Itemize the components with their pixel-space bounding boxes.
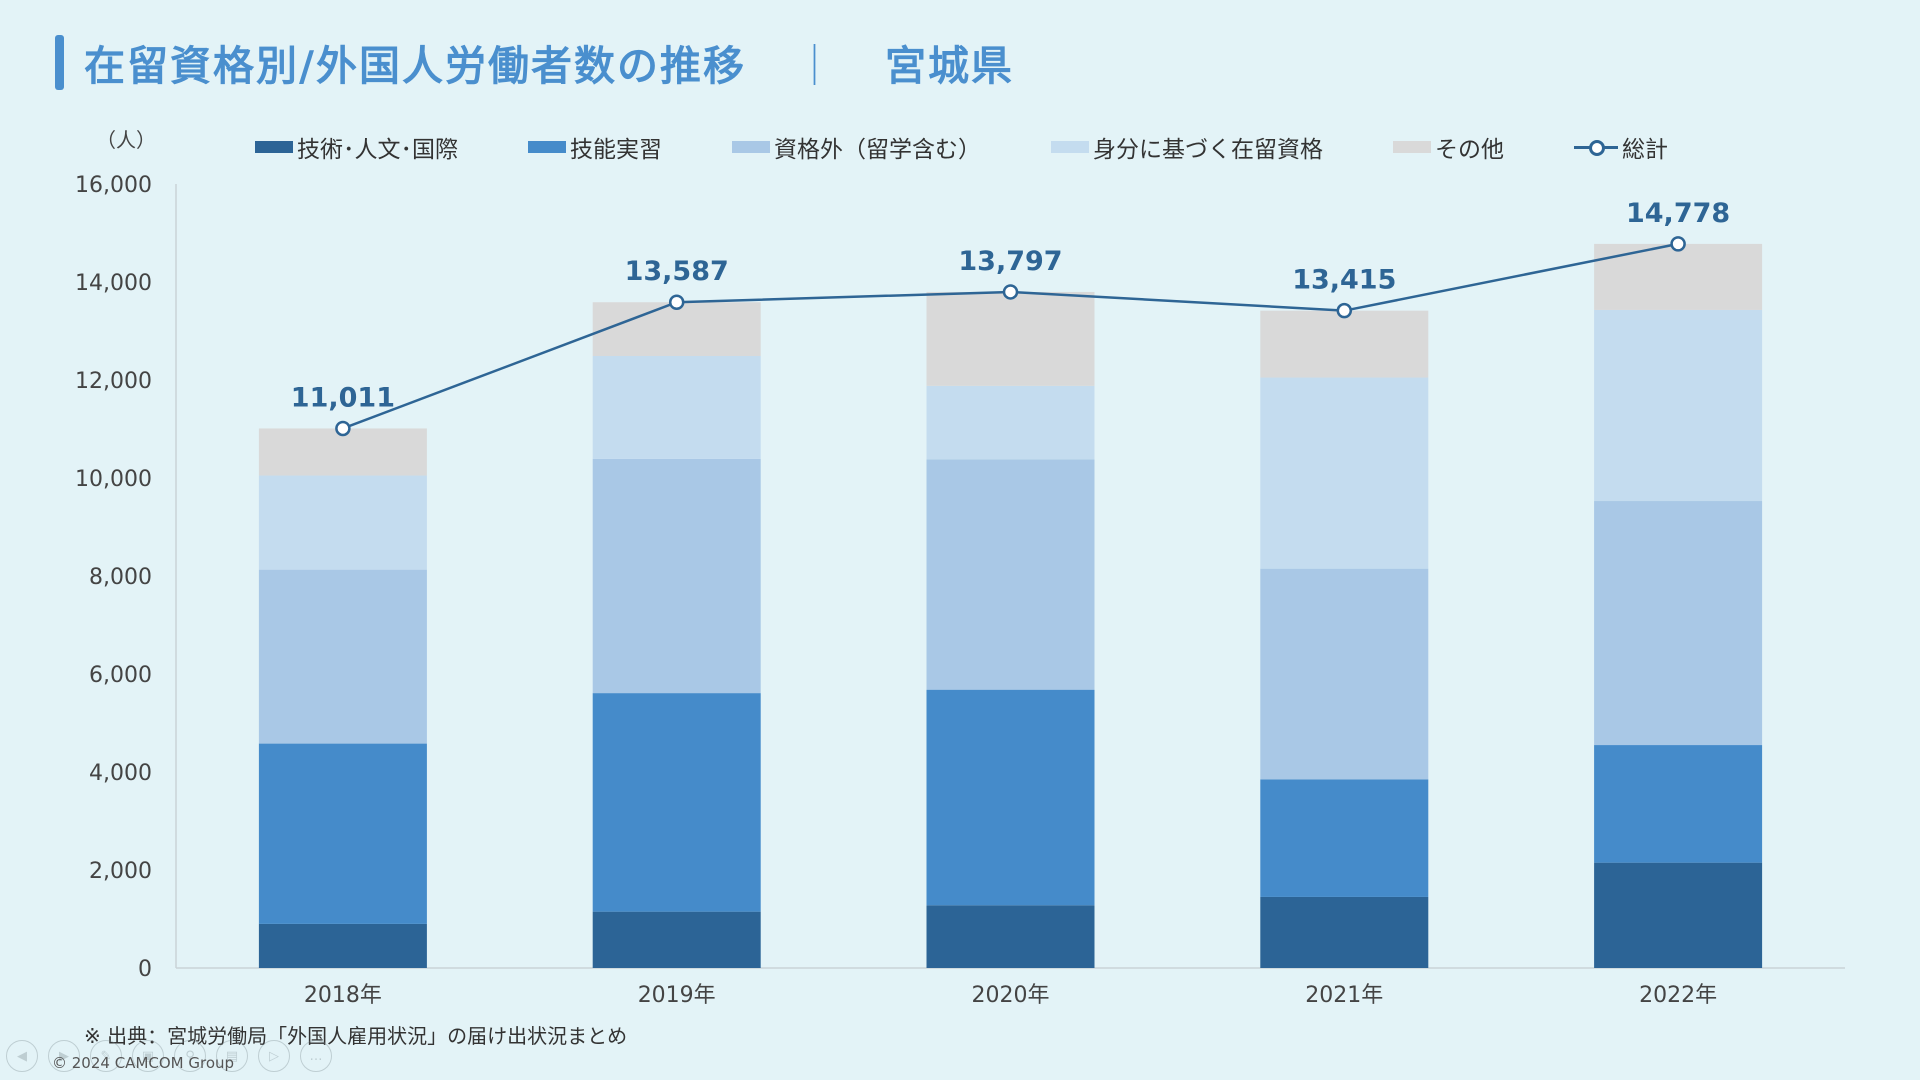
y-tick-label: 2,000 bbox=[89, 859, 152, 884]
bar-segment bbox=[1260, 310, 1429, 378]
x-tick-label: 2019年 bbox=[638, 983, 716, 1008]
bar-segment bbox=[1594, 862, 1763, 968]
bar-segment bbox=[926, 905, 1095, 968]
bar-segment bbox=[592, 693, 761, 912]
bar-segment bbox=[592, 355, 761, 459]
y-tick-label: 12,000 bbox=[75, 369, 152, 394]
legend-label: 総計 bbox=[1622, 137, 1668, 163]
y-unit-label: （人） bbox=[96, 128, 156, 152]
y-tick-label: 16,000 bbox=[75, 173, 152, 198]
bar-segment bbox=[1594, 745, 1763, 863]
bar-segment bbox=[592, 911, 761, 968]
legend-label: その他 bbox=[1435, 137, 1504, 163]
legend-swatch bbox=[732, 141, 770, 153]
pen-icon[interactable]: ✎ bbox=[90, 1040, 122, 1072]
legend-item-shikakugai: 資格外（留学含む） bbox=[732, 130, 981, 164]
bar-segment bbox=[926, 385, 1095, 460]
slides-icon[interactable]: ▣ bbox=[132, 1040, 164, 1072]
legend-label: 身分に基づく在留資格 bbox=[1093, 137, 1323, 163]
bar-segment bbox=[1594, 501, 1763, 746]
presentation-controls: ◀ ▶ ✎ ▣ ⚲ ▤ ▷ … bbox=[6, 1040, 332, 1072]
title-region: 宮城県 bbox=[884, 42, 1014, 90]
page-title: 在留資格別/外国人労働者数の推移 ｜ 宮城県 bbox=[84, 32, 1014, 92]
total-point bbox=[335, 420, 351, 437]
legend-label: 技能実習 bbox=[570, 137, 662, 163]
bar-segment bbox=[258, 743, 427, 924]
more-icon[interactable]: … bbox=[300, 1040, 332, 1072]
legend-swatch bbox=[1393, 141, 1431, 153]
bar-segment bbox=[258, 428, 427, 476]
title-main: 在留資格別/外国人労働者数の推移 bbox=[84, 42, 746, 90]
legend-label: 資格外（留学含む） bbox=[774, 137, 981, 163]
y-tick-label: 4,000 bbox=[89, 761, 152, 786]
bar-segment bbox=[1594, 309, 1763, 502]
x-tick-label: 2022年 bbox=[1639, 983, 1717, 1008]
zoom-icon[interactable]: ⚲ bbox=[174, 1040, 206, 1072]
bar-segment bbox=[1260, 896, 1429, 968]
legend-swatch bbox=[528, 141, 566, 153]
total-point bbox=[1670, 236, 1686, 252]
legend-item-gijutsu: 技術･人文･国際 bbox=[255, 130, 458, 164]
prev-icon[interactable]: ◀ bbox=[6, 1040, 38, 1072]
legend-item-mibun: 身分に基づく在留資格 bbox=[1051, 130, 1323, 164]
total-data-label: 13,587 bbox=[625, 256, 729, 287]
bar-segment bbox=[258, 923, 427, 968]
bar-segment bbox=[258, 475, 427, 570]
legend-item-total: 総計 bbox=[1574, 130, 1668, 164]
title-separator: ｜ bbox=[793, 42, 837, 90]
x-tick-label: 2021年 bbox=[1305, 983, 1383, 1008]
y-tick-label: 14,000 bbox=[75, 271, 152, 296]
legend-swatch bbox=[255, 141, 293, 153]
total-point bbox=[1336, 302, 1353, 319]
next-icon[interactable]: ▶ bbox=[48, 1040, 80, 1072]
y-tick-label: 8,000 bbox=[89, 565, 152, 590]
legend-label: 技術･人文･国際 bbox=[297, 137, 458, 163]
source-note: ※ 出典：宮城労働局「外国人雇用状況」の届け出状況まとめ bbox=[84, 1024, 628, 1048]
total-data-label: 14,778 bbox=[1626, 198, 1730, 229]
bar-segment bbox=[1594, 243, 1763, 310]
bar-segment bbox=[1260, 568, 1429, 780]
copyright: © 2024 CAMCOM Group bbox=[52, 1054, 235, 1072]
bar-segment bbox=[926, 291, 1095, 386]
subtitle-icon[interactable]: ▤ bbox=[216, 1040, 248, 1072]
total-data-label: 11,011 bbox=[291, 382, 395, 413]
total-point bbox=[668, 294, 685, 310]
title-accent-bar bbox=[55, 35, 64, 90]
y-tick-label: 6,000 bbox=[89, 663, 152, 688]
bar-segment bbox=[926, 459, 1095, 690]
total-point bbox=[1002, 284, 1019, 300]
x-tick-label: 2018年 bbox=[304, 983, 382, 1008]
y-tick-label: 10,000 bbox=[75, 467, 152, 492]
bar-segment bbox=[592, 458, 761, 694]
legend-swatch bbox=[1051, 141, 1089, 153]
bar-segment bbox=[1260, 779, 1429, 897]
y-tick-label: 0 bbox=[138, 957, 152, 982]
bar-segment bbox=[592, 302, 761, 356]
chart-legend: 技術･人文･国際 技能実習 資格外（留学含む） 身分に基づく在留資格 その他 総… bbox=[255, 130, 1738, 164]
bar-segment bbox=[926, 689, 1095, 906]
x-tick-label: 2020年 bbox=[972, 983, 1050, 1008]
video-icon[interactable]: ▷ bbox=[258, 1040, 290, 1072]
total-data-label: 13,415 bbox=[1292, 265, 1396, 296]
total-data-label: 13,797 bbox=[958, 246, 1062, 277]
legend-item-sonota: その他 bbox=[1393, 130, 1504, 164]
bar-segment bbox=[258, 569, 427, 744]
legend-item-ginou: 技能実習 bbox=[528, 130, 662, 164]
legend-line-marker bbox=[1574, 140, 1618, 156]
bar-segment bbox=[1260, 377, 1429, 569]
